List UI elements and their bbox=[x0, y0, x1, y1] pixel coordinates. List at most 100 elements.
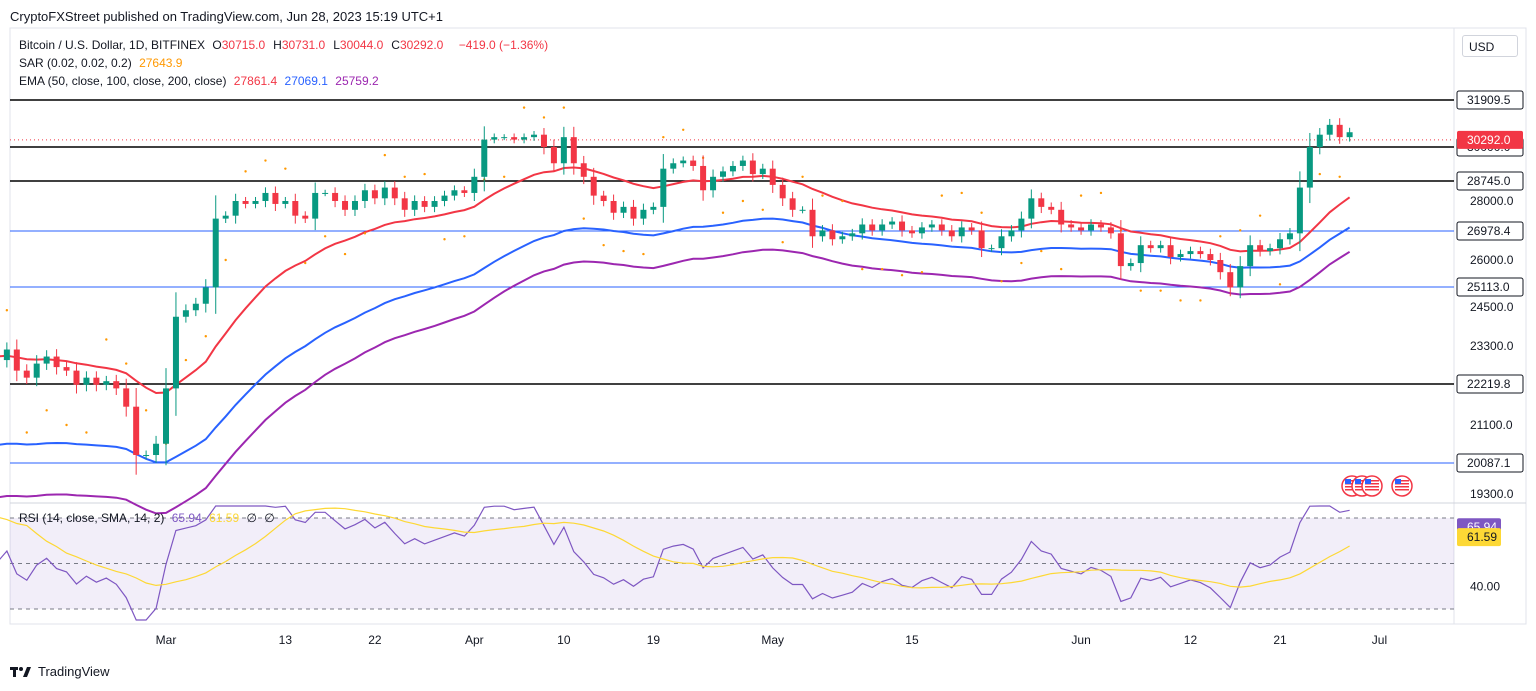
candle-body bbox=[133, 406, 140, 456]
candle-body bbox=[153, 443, 160, 456]
candle-body bbox=[1038, 198, 1045, 207]
time-tick-11: Jul bbox=[1372, 633, 1387, 647]
candle-body bbox=[1296, 187, 1303, 234]
candle-body bbox=[1277, 239, 1283, 249]
last-price-label: 30292.0 bbox=[1467, 133, 1511, 147]
sar-value: 27643.9 bbox=[139, 56, 183, 70]
ema50-line bbox=[0, 166, 1351, 395]
candle-body bbox=[282, 201, 289, 204]
sar-dot bbox=[1000, 280, 1003, 283]
candle-body bbox=[63, 367, 70, 371]
candle-body bbox=[332, 192, 339, 201]
us-flag-icon[interactable] bbox=[1361, 475, 1383, 497]
candle-body bbox=[899, 221, 906, 231]
event-flags[interactable] bbox=[1341, 475, 1413, 497]
candle-body bbox=[1088, 224, 1095, 231]
candle-body bbox=[540, 134, 547, 147]
time-tick-10: 21 bbox=[1273, 633, 1287, 647]
sar-dot bbox=[244, 170, 247, 173]
candle-body bbox=[1167, 245, 1174, 258]
sar-dot bbox=[264, 159, 267, 162]
sar-dot bbox=[861, 267, 864, 271]
candle-body bbox=[759, 168, 766, 175]
sar-dot bbox=[25, 431, 28, 434]
ohlc-o: O30715.0 bbox=[212, 38, 266, 52]
candle-body bbox=[859, 224, 866, 234]
candle-body bbox=[869, 224, 876, 231]
candle-body bbox=[889, 221, 896, 225]
candle-body bbox=[461, 190, 468, 193]
level-label-box-5 bbox=[1456, 374, 1524, 394]
candle-body bbox=[43, 356, 50, 364]
time-tick-8: Jun bbox=[1071, 633, 1090, 647]
sar-dot bbox=[821, 194, 824, 197]
candle-body bbox=[1257, 245, 1264, 252]
sar-dot bbox=[1079, 194, 1083, 197]
rsi-label[interactable]: RSI (14, close, SMA, 14, 2) bbox=[19, 511, 165, 525]
time-tick-5: 19 bbox=[647, 633, 661, 647]
candle-body bbox=[53, 356, 60, 368]
candle-body bbox=[163, 388, 169, 444]
sar-dot bbox=[920, 270, 924, 274]
sar-dot bbox=[1199, 299, 1202, 302]
sar-dot bbox=[900, 274, 904, 277]
sar-dot bbox=[144, 409, 148, 412]
candle-body bbox=[550, 147, 557, 164]
sar-dot bbox=[204, 335, 207, 338]
candle-body bbox=[610, 201, 617, 213]
candle-body bbox=[1207, 254, 1214, 260]
time-tick-7: 15 bbox=[905, 633, 919, 647]
us-flag-icon[interactable] bbox=[1391, 475, 1413, 497]
candle-body bbox=[660, 168, 667, 207]
sar-dot bbox=[721, 211, 725, 214]
footer-brand[interactable]: TradingView bbox=[10, 664, 110, 679]
candle-body bbox=[1157, 245, 1164, 249]
candle-body bbox=[789, 198, 796, 210]
rsi-tick-0: 40.00 bbox=[1470, 579, 1500, 593]
sar-dot bbox=[1099, 191, 1103, 195]
sar-dot bbox=[363, 232, 367, 235]
time-tick-3: Apr bbox=[465, 633, 484, 647]
sar-dot bbox=[323, 235, 327, 238]
candle-body bbox=[739, 160, 746, 166]
rsi-value: 65.94 bbox=[171, 511, 202, 525]
horizontal-levels bbox=[10, 99, 1454, 464]
price-tick-3: 24500.0 bbox=[1470, 300, 1514, 314]
symbol-title[interactable]: Bitcoin / U.S. Dollar, 1D, BITFINEX bbox=[19, 38, 206, 52]
candle-body bbox=[918, 227, 925, 234]
sar-dot bbox=[45, 409, 48, 412]
candle-body bbox=[908, 230, 915, 234]
sar-dot bbox=[284, 167, 287, 170]
price-tick-4: 26000.0 bbox=[1470, 253, 1514, 267]
candle-body bbox=[1346, 132, 1353, 138]
sar-dot bbox=[5, 309, 9, 312]
currency-selector[interactable]: USD bbox=[1462, 35, 1518, 57]
sar-dot bbox=[761, 208, 764, 212]
candle-body bbox=[232, 201, 239, 216]
candle-body bbox=[1058, 209, 1065, 225]
price-axis[interactable]: 19300.0 21100.0 23300.0 24500.0 26000.0 28000… bbox=[1456, 90, 1524, 593]
candle-body bbox=[531, 134, 538, 138]
time-axis[interactable]: Mar 13 22 Apr 10 19 May 15 Jun 12 21 Jul bbox=[156, 633, 1387, 647]
legend-ema-row: EMA (50, close, 100, close, 200, close) … bbox=[19, 74, 383, 88]
candle-body bbox=[829, 230, 836, 240]
price-tick-1: 21100.0 bbox=[1470, 418, 1513, 432]
sar-dot bbox=[642, 252, 645, 256]
candle-body bbox=[849, 233, 856, 237]
sar-label[interactable]: SAR (0.02, 0.02, 0.2) bbox=[19, 56, 132, 70]
ema-label[interactable]: EMA (50, close, 100, close, 200, close) bbox=[19, 74, 227, 88]
candle-body bbox=[1247, 245, 1254, 267]
candle-body bbox=[312, 192, 319, 219]
rsi-empty-1: ∅ bbox=[246, 511, 257, 525]
rsi-pane bbox=[10, 517, 1454, 610]
candle-body bbox=[590, 176, 597, 196]
candle-body bbox=[1286, 233, 1293, 240]
last-price-box bbox=[1457, 130, 1523, 149]
sar-dot bbox=[383, 153, 387, 157]
sar-dot bbox=[682, 128, 685, 131]
candle-body bbox=[640, 209, 647, 219]
candle-body bbox=[123, 388, 130, 407]
level-label-box-6 bbox=[1456, 453, 1524, 473]
sar-dot bbox=[502, 175, 506, 179]
